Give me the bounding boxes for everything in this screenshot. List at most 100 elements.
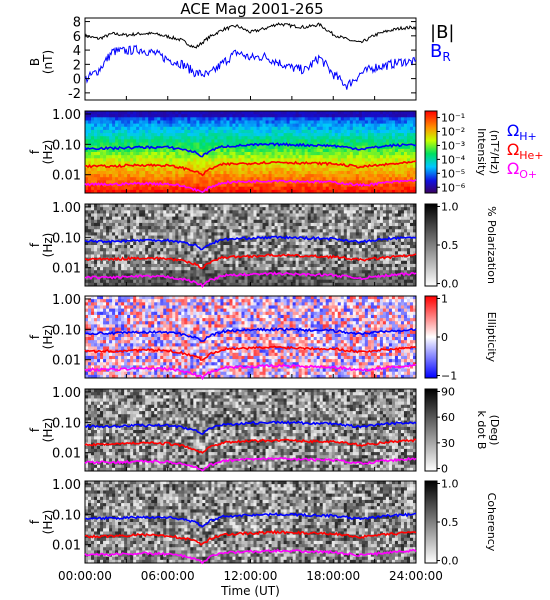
spectrogram-cell [307,183,312,188]
spectrogram-cell [244,120,248,125]
spectrogram-cell [241,117,245,121]
spectrogram-cell [322,114,327,118]
spectrogram-cell [205,167,209,172]
spectrogram-cell [364,232,369,236]
spectrogram-cell [211,164,215,169]
spectrogram-cell [124,204,128,208]
spectrogram-cell [205,222,209,227]
spectrogram-cell [289,232,294,236]
spectrogram-cell [229,111,233,115]
spectrogram-cell [391,174,396,178]
spectrogram-cell [154,186,158,191]
spectrogram-cell [271,167,275,172]
spectrogram-cell [310,241,315,246]
spectrogram-cell [367,123,372,128]
spectrogram-cell [262,170,266,175]
spectrogram-cell [361,152,366,156]
spectrogram-cell [169,213,173,218]
spectrogram-cell [340,145,345,150]
spectrogram-cell [400,180,405,184]
spectrogram-cell [103,186,107,191]
spectrogram-cell [85,222,89,227]
spectrogram-cell [85,155,89,159]
spectrogram-cell [337,174,342,178]
spectrogram-cell [238,216,242,221]
spectrogram-cell [256,148,260,153]
spectrogram-cell [286,170,291,175]
spectrogram-cell [379,120,384,125]
spectrogram-cell [265,257,269,262]
spectrogram-cell [205,183,209,188]
y-tick-label: 4 [73,44,81,59]
spectrogram-cell [325,232,330,236]
spectrogram-cell [319,219,324,224]
spectrogram-cell [163,251,167,255]
spectrogram-cell [208,189,212,194]
spectrogram-cell [205,155,209,159]
spectrogram-cell [340,133,345,137]
spectrogram-cell [253,120,257,125]
spectrogram-cell [169,155,173,159]
spectrogram-cell [307,170,312,175]
spectrogram-cell [283,210,288,214]
spectrogram-cell [217,155,221,159]
spectrogram-cell [385,216,390,221]
spectrogram-cell [163,183,167,188]
spectrogram-cell [322,204,327,208]
spectrogram-cell [223,232,227,236]
spectrogram-cell [379,216,384,221]
spectrogram-cell [130,260,134,265]
spectrogram-cell [106,222,110,227]
spectrogram-cell [247,170,251,175]
spectrogram-cell [304,229,309,233]
spectrogram-cell [364,226,369,230]
spectrogram-cell [280,204,284,208]
spectrogram-cell [217,204,221,208]
spectrogram-cell [388,177,393,181]
spectrogram-cell [409,241,414,246]
spectrogram-cell [166,167,170,172]
spectrogram-cell [88,145,92,150]
spectrogram-cell [136,139,140,143]
spectrogram-cell [217,219,221,224]
spectrogram-cell [292,111,297,115]
spectrogram-cell [241,164,245,169]
spectrogram-cell [382,186,387,191]
spectrogram-cell [223,238,227,243]
spectrogram-cell [250,129,254,134]
spectrogram-cell [118,180,122,184]
spectrogram-cell [373,177,378,181]
spectrogram-cell [94,229,98,233]
spectrogram-cell [160,241,164,246]
spectrogram-cell [367,189,372,194]
spectrogram-cell [343,232,348,236]
spectrogram-cell [361,177,366,181]
spectrogram-cell [358,155,363,159]
spectrogram-cell [226,216,230,221]
spectrogram-cell [289,174,294,178]
spectrogram-cell [232,158,236,162]
spectrogram-cell [124,226,128,230]
spectrogram-cell [208,164,212,169]
spectrogram-cell [370,183,375,188]
spectrogram-cell [325,189,330,194]
spectrogram-cell [304,117,309,121]
spectrogram-cell [382,241,387,246]
spectrogram-cell [349,133,354,137]
spectrogram-cell [262,129,266,134]
spectrogram-cell [244,238,248,243]
spectrogram-cell [190,257,194,262]
spectrogram-cell [124,120,128,125]
spectrogram-cell [361,226,366,230]
spectrogram-cell [124,186,128,191]
spectrogram-cell [385,186,390,191]
spectrogram-cell [100,207,104,211]
legend-b-r-sub: R [442,50,450,64]
spectrogram-cell [325,238,330,243]
spectrogram-cell [211,111,215,115]
spectrogram-cell [352,207,357,211]
spectrogram-cell [406,139,411,143]
spectrogram-cell [271,257,275,262]
spectrogram-cell [364,120,369,125]
spectrogram-cell [97,251,101,255]
